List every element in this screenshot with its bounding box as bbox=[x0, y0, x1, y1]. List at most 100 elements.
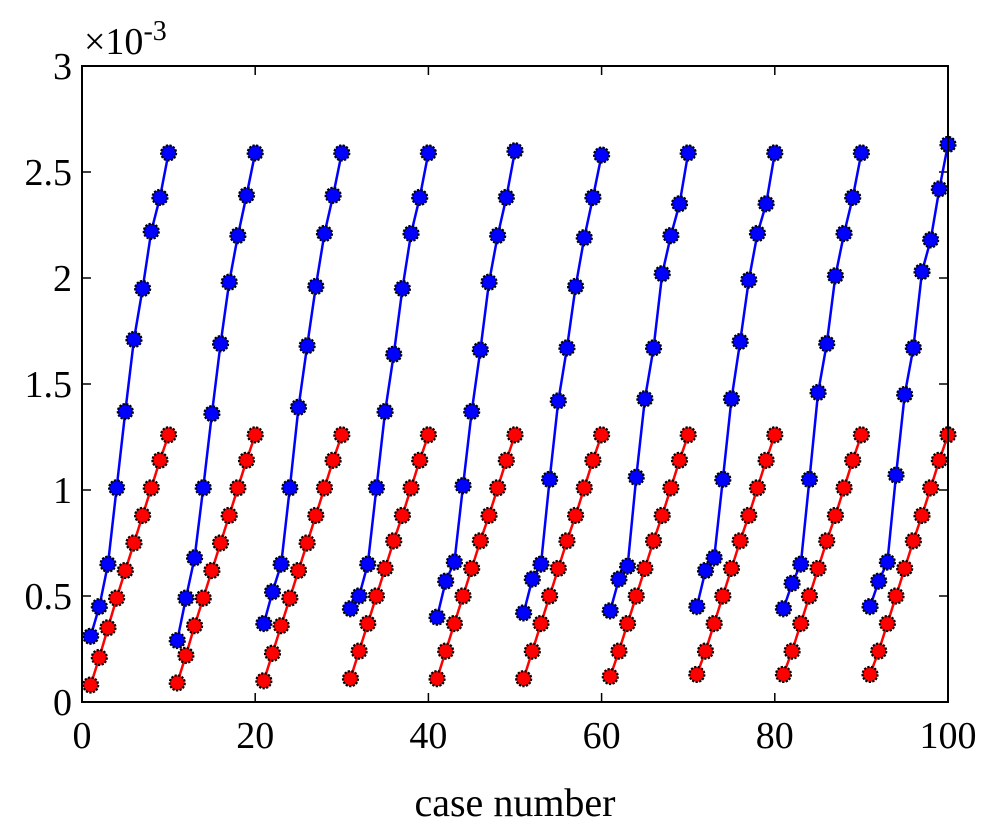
data-point bbox=[82, 676, 100, 694]
data-point bbox=[688, 597, 706, 616]
data-point bbox=[99, 619, 117, 637]
series-line-segment bbox=[435, 434, 517, 680]
y-tick-label: 0 bbox=[53, 682, 72, 724]
data-point bbox=[826, 267, 845, 285]
data-point bbox=[367, 587, 386, 605]
x-tick-label: 60 bbox=[583, 715, 621, 757]
data-point bbox=[644, 339, 663, 357]
data-point bbox=[480, 506, 498, 525]
data-point bbox=[411, 188, 429, 207]
data-point bbox=[108, 589, 126, 607]
data-point bbox=[142, 479, 160, 497]
data-point bbox=[930, 180, 948, 198]
data-point bbox=[558, 339, 576, 357]
data-point bbox=[601, 602, 619, 620]
data-point bbox=[748, 479, 767, 497]
series-line-segment bbox=[176, 152, 257, 641]
data-point bbox=[870, 572, 888, 590]
series-line-segment bbox=[176, 434, 257, 684]
data-point bbox=[315, 224, 334, 243]
y-exponent-power: -3 bbox=[143, 16, 166, 47]
x-tick-label: 0 bbox=[73, 715, 92, 757]
data-point bbox=[185, 617, 204, 635]
data-point bbox=[419, 144, 437, 162]
data-point bbox=[116, 561, 134, 580]
data-point bbox=[108, 479, 126, 497]
data-point bbox=[393, 280, 412, 298]
data-point bbox=[930, 451, 948, 469]
data-point bbox=[411, 451, 429, 469]
data-point bbox=[402, 479, 420, 497]
data-point bbox=[376, 402, 394, 421]
data-point bbox=[532, 555, 550, 573]
data-point bbox=[385, 345, 403, 363]
data-point bbox=[558, 532, 576, 550]
data-point bbox=[393, 506, 412, 525]
data-point bbox=[437, 642, 455, 660]
data-point bbox=[341, 670, 360, 688]
data-point bbox=[324, 451, 342, 469]
data-point bbox=[800, 587, 819, 605]
data-point bbox=[246, 144, 264, 162]
data-point bbox=[887, 466, 905, 484]
data-point bbox=[194, 479, 212, 497]
data-point bbox=[237, 186, 256, 204]
data-point bbox=[229, 227, 247, 245]
y-tick-label: 2.5 bbox=[25, 152, 73, 194]
data-point bbox=[255, 672, 273, 690]
data-point bbox=[471, 532, 489, 550]
data-point bbox=[792, 555, 810, 573]
data-point bbox=[766, 426, 784, 444]
data-point bbox=[281, 479, 299, 497]
data-point bbox=[670, 195, 689, 213]
data-point bbox=[220, 273, 238, 291]
data-point bbox=[125, 534, 143, 552]
data-point bbox=[99, 555, 117, 573]
data-point bbox=[471, 341, 489, 359]
data-point bbox=[567, 277, 585, 296]
data-point bbox=[298, 337, 316, 355]
data-point bbox=[835, 224, 853, 243]
data-point bbox=[922, 231, 940, 249]
data-point bbox=[870, 642, 888, 660]
tick-labels: 0 20 40 60 80 100 0 0.5 1 1.5 2 2.5 3 bbox=[25, 46, 977, 757]
x-tick-label: 40 bbox=[409, 715, 447, 757]
series-blue bbox=[82, 135, 957, 650]
data-point bbox=[523, 570, 541, 588]
data-point bbox=[705, 549, 723, 567]
data-point bbox=[722, 559, 741, 578]
data-point bbox=[151, 451, 169, 469]
data-point bbox=[90, 597, 108, 616]
data-point bbox=[766, 144, 784, 162]
data-point bbox=[688, 665, 706, 684]
data-point bbox=[627, 587, 645, 605]
data-point bbox=[653, 506, 671, 525]
data-point bbox=[333, 144, 351, 162]
series-line-segment bbox=[89, 434, 170, 686]
data-point bbox=[134, 280, 152, 298]
data-point bbox=[463, 402, 481, 421]
data-point bbox=[913, 263, 931, 281]
data-point bbox=[783, 642, 801, 660]
data-point bbox=[298, 534, 316, 552]
data-point bbox=[463, 559, 481, 578]
data-point bbox=[333, 426, 351, 444]
data-point bbox=[904, 339, 922, 357]
data-point bbox=[792, 614, 810, 633]
data-point bbox=[627, 468, 645, 486]
data-point bbox=[489, 227, 507, 245]
data-point bbox=[896, 386, 914, 404]
data-point bbox=[653, 265, 671, 283]
x-tick-label: 80 bbox=[756, 715, 794, 757]
data-point bbox=[402, 224, 420, 243]
data-point bbox=[134, 506, 152, 525]
data-point bbox=[437, 572, 455, 590]
x-axis-label: case number bbox=[414, 780, 615, 825]
data-point bbox=[480, 273, 498, 291]
data-point bbox=[844, 188, 862, 207]
data-point bbox=[359, 614, 377, 633]
data-point bbox=[359, 555, 377, 573]
data-point bbox=[515, 604, 533, 622]
